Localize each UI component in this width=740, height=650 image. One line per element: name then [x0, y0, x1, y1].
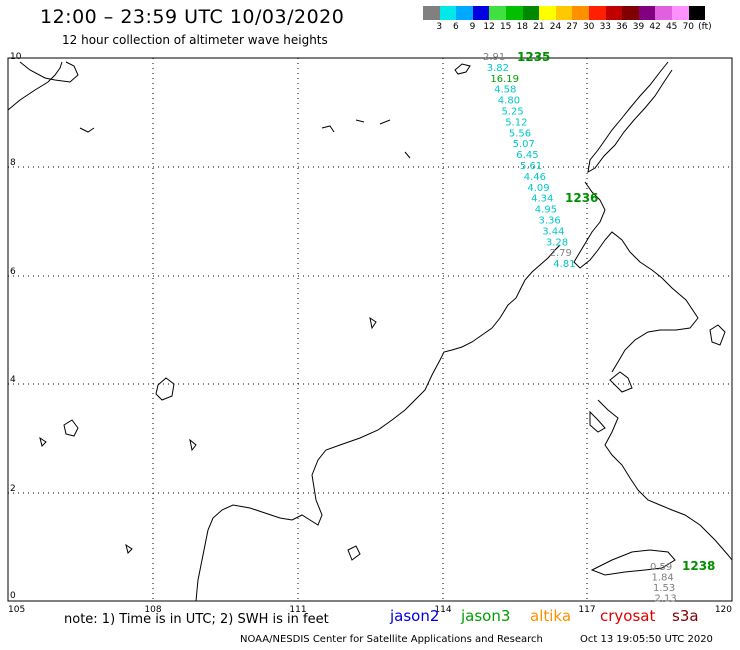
swh-value: 4.95: [535, 205, 557, 216]
swh-value: 5.07: [513, 139, 535, 150]
y-tick-label: 2: [10, 484, 16, 494]
swh-value: 1.84: [652, 573, 674, 584]
swh-value: 2.79: [550, 248, 572, 259]
x-tick-label: 111: [289, 605, 306, 615]
swh-value: 4.80: [498, 96, 520, 107]
coastline: [7, 61, 733, 602]
x-axis-labels: 105 108 111 114 117 120: [8, 605, 732, 615]
legend-label: (ft): [698, 22, 712, 32]
track-time-label: 1235: [517, 50, 550, 64]
x-tick-label: 105: [8, 605, 25, 615]
y-axis-labels: 0 2 4 6 8 10: [10, 52, 22, 601]
map-frame: [7, 57, 733, 602]
legend-label: 33: [599, 22, 612, 32]
legend-label: 21: [533, 22, 545, 32]
swh-value: 1.53: [653, 583, 675, 594]
legend-swatch: [539, 6, 556, 20]
satellite-altika: altika: [530, 607, 572, 625]
legend-label: 24: [549, 22, 562, 32]
y-tick-label: 0: [10, 591, 16, 601]
swh-value: 4.46: [524, 172, 546, 183]
swh-value: 6.45: [516, 150, 538, 161]
legend-swatch: [456, 6, 473, 20]
credit-text: NOAA/NESDIS Center for Satellite Applica…: [240, 634, 543, 645]
swh-value: 4.58: [494, 85, 516, 96]
y-tick-label: 6: [10, 267, 16, 277]
y-tick-label: 10: [10, 52, 22, 62]
legend-swatch: [522, 6, 540, 20]
legend-label: 3: [436, 22, 443, 32]
swh-value: 4.34: [531, 194, 553, 205]
legend-swatch: [489, 6, 506, 20]
legend-swatch: [439, 6, 457, 20]
swh-value: 0.59: [650, 562, 672, 573]
swh-value: 2.91: [483, 52, 505, 63]
legend-label: 39: [632, 22, 645, 32]
legend-label: 36: [616, 22, 628, 32]
swh-value: 5.25: [502, 107, 524, 118]
legend-label: 27: [566, 22, 578, 32]
swh-value: 5.56: [509, 128, 531, 139]
swh-value: 16.19: [490, 74, 519, 85]
x-tick-label: 117: [578, 605, 595, 615]
x-tick-label: 108: [144, 605, 161, 615]
legend-swatch: [472, 6, 490, 20]
legend-swatch: [572, 6, 589, 20]
swh-value: 3.82: [487, 63, 509, 74]
legend-label: 42: [649, 22, 661, 32]
swh-value: 4.09: [527, 183, 549, 194]
x-tick-label: 114: [434, 605, 451, 615]
swh-value: 4.81: [553, 259, 575, 270]
satellite-jason2: jason2: [390, 607, 440, 625]
legend-swatch: [423, 6, 440, 20]
color-legend: [423, 6, 706, 20]
legend-label: 9: [469, 22, 476, 32]
track-time-label: 1238: [682, 559, 715, 573]
legend-swatch: [588, 6, 606, 20]
chart-subtitle: 12 hour collection of altimeter wave hei…: [62, 33, 328, 47]
legend-swatch: [505, 6, 523, 20]
altimeter-tracks: 1235 2.913.8216.194.584.805.255.125.565.0…: [483, 50, 715, 605]
chart-title: 12:00 – 23:59 UTC 10/03/2020: [40, 6, 345, 28]
legend-label: 30: [582, 22, 595, 32]
footer-note: note: 1) Time is in UTC; 2) SWH is in fe…: [64, 612, 329, 627]
color-legend-labels: 3 6 9 12 15 18 21 24 27 30 33 36 39 42 45 70 (ft): [423, 22, 740, 34]
legend-label: 12: [483, 22, 495, 32]
swh-value: 2.13: [655, 594, 677, 605]
track-time-label: 1236: [565, 191, 598, 205]
legend-label: 15: [499, 22, 512, 32]
legend-swatch: [605, 6, 623, 20]
satellite-cryosat: cryosat: [600, 607, 656, 625]
legend-label: 18: [516, 22, 529, 32]
generation-timestamp: Oct 13 19:05:50 UTC 2020: [580, 634, 713, 645]
y-tick-label: 8: [10, 158, 16, 168]
satellite-jason3: jason3: [461, 607, 511, 625]
legend-swatch: [655, 6, 672, 20]
legend-swatch: [671, 6, 689, 20]
legend-swatch: [688, 6, 706, 20]
swh-value: 5.12: [505, 117, 527, 128]
lat-lon-grid: [8, 58, 732, 601]
legend-label: 6: [453, 22, 459, 32]
swh-value: 3.36: [539, 216, 561, 227]
swh-value: 3.28: [546, 237, 568, 248]
legend-swatch: [638, 6, 656, 20]
y-tick-label: 4: [10, 375, 16, 385]
legend-label: 45: [665, 22, 678, 32]
swh-value: 5.61: [520, 161, 542, 172]
swh-value: 3.44: [542, 226, 564, 237]
legend-swatch: [622, 6, 639, 20]
legend-swatch: [555, 6, 573, 20]
legend-label: 70: [682, 22, 695, 32]
x-tick-label: 120: [715, 605, 732, 615]
satellite-s3a: s3a: [672, 607, 699, 625]
